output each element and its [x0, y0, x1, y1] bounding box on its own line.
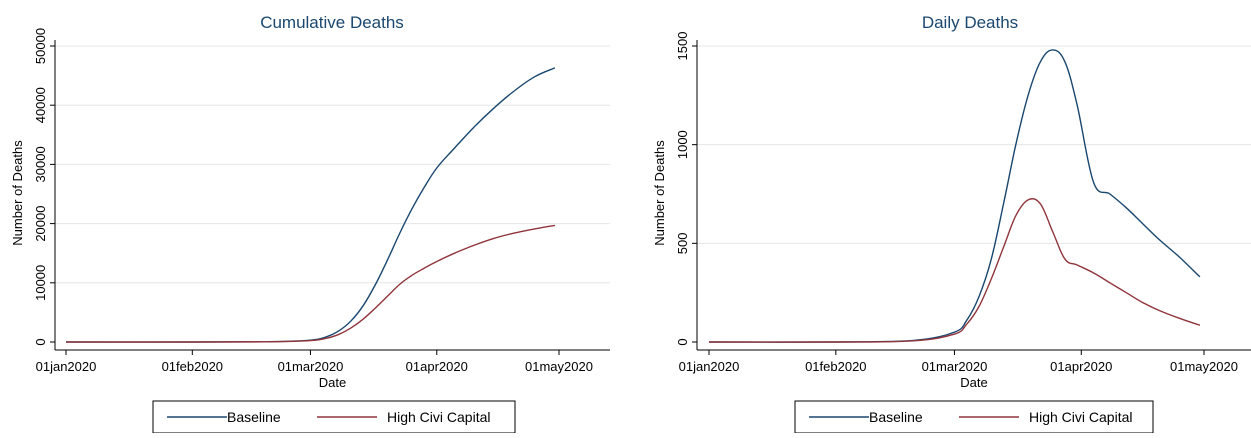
series-line-high-civi-capital: [708, 198, 1201, 343]
x-tick-label: 01may2020: [525, 359, 593, 374]
y-tick-label: 30000: [33, 146, 48, 182]
series-line-baseline: [708, 49, 1201, 343]
y-axis-title: Number of Deaths: [652, 140, 667, 246]
y-tick-label: 40000: [33, 87, 48, 123]
legend-label: High Civi Capital: [1029, 409, 1132, 425]
x-tick-label: 01feb2020: [162, 359, 223, 374]
legend-label: High Civi Capital: [387, 409, 490, 425]
chart-panel-1: 0 10000 20000 30000 40000 50000 01jan2020 01feb…: [10, 13, 610, 434]
legend: Baseline High Civi Capital: [794, 400, 1154, 434]
legend-label: Baseline: [227, 409, 281, 425]
y-tick-label: 0: [33, 338, 48, 345]
legend: Baseline High Civi Capital: [152, 400, 516, 434]
x-tick-label: 01mar2020: [278, 359, 344, 374]
chart-title: Cumulative Deaths: [260, 13, 404, 32]
legend-label: Baseline: [869, 409, 923, 425]
chart-panel-2: 0 500 1000 1500 01jan2020 01feb2020 01mar2020 0…: [652, 13, 1251, 434]
series-line-high-civi-capital: [65, 224, 556, 343]
x-tick-label: 01mar2020: [922, 359, 988, 374]
x-axis-title: Date: [319, 375, 346, 390]
y-tick-label: 1000: [675, 130, 690, 159]
x-tick-label: 01apr2020: [1050, 359, 1112, 374]
x-tick-label: 01jan2020: [36, 359, 97, 374]
x-tick-label: 01apr2020: [406, 359, 468, 374]
series-line-baseline: [65, 67, 556, 343]
x-tick-label: 01feb2020: [805, 359, 866, 374]
chart-title: Daily Deaths: [922, 13, 1018, 32]
y-tick-label: 50000: [33, 28, 48, 64]
y-tick-label: 1500: [675, 32, 690, 61]
x-axis-title: Date: [960, 375, 987, 390]
y-tick-label: 10000: [33, 265, 48, 301]
y-tick-label: 500: [675, 232, 690, 254]
y-axis-title: Number of Deaths: [10, 140, 25, 246]
y-tick-label: 0: [675, 338, 690, 345]
x-tick-label: 01jan2020: [679, 359, 740, 374]
y-tick-label: 20000: [33, 206, 48, 242]
x-tick-label: 01may2020: [1170, 359, 1238, 374]
